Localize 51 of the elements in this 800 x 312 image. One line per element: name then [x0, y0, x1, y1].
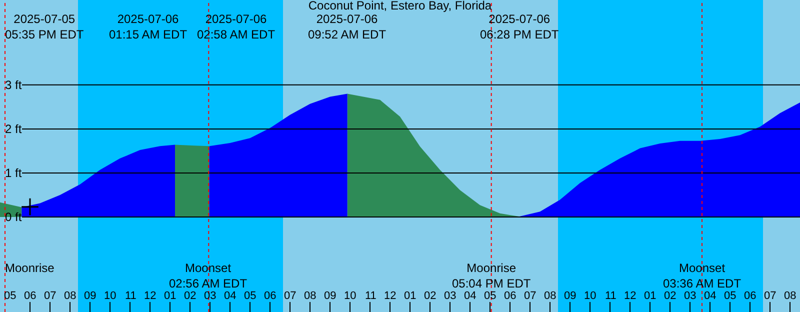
x-tick-label: 05: [4, 290, 16, 302]
x-tick-label: 01: [404, 290, 416, 302]
annotation: 2025-07-06 01:15 AM EDT: [109, 12, 188, 42]
x-tick-label: 06: [264, 290, 276, 302]
y-tick-label: 1 ft: [5, 166, 22, 180]
x-tick-label: 06: [744, 290, 756, 302]
y-tick-label: 2 ft: [5, 122, 22, 136]
x-tick-label: 10: [344, 290, 356, 302]
x-tick-label: 02: [184, 290, 196, 302]
x-tick-label: 02: [664, 290, 676, 302]
x-tick-label: 12: [384, 290, 396, 302]
x-tick-label: 03: [204, 290, 216, 302]
ref-line-label: Moonrise: [5, 261, 55, 275]
x-tick-label: 04: [224, 290, 236, 302]
x-tick-label: 12: [624, 290, 636, 302]
x-tick-label: 08: [544, 290, 556, 302]
x-tick-label: 08: [64, 290, 76, 302]
x-tick-label: 03: [684, 290, 696, 302]
x-tick-label: 09: [564, 290, 576, 302]
x-tick-label: 04: [704, 290, 716, 302]
ref-line-label: Moonrise 05:04 PM EDT: [452, 261, 532, 291]
y-tick-label: 3 ft: [5, 78, 22, 92]
x-tick-label: 05: [484, 290, 496, 302]
x-tick-label: 06: [24, 290, 36, 302]
x-tick-label: 01: [644, 290, 656, 302]
x-tick-label: 05: [724, 290, 736, 302]
ref-line-label: Moonset 02:56 AM EDT: [169, 261, 248, 291]
x-tick-label: 11: [365, 290, 376, 302]
x-tick-label: 10: [584, 290, 596, 302]
x-tick-label: 07: [44, 290, 56, 302]
chart-title: Coconut Point, Estero Bay, Florida: [308, 0, 492, 12]
x-tick-label: 11: [605, 290, 616, 302]
x-tick-label: 07: [524, 290, 536, 302]
x-tick-label: 10: [104, 290, 116, 302]
x-tick-label: 11: [125, 290, 136, 302]
ref-line-label: Moonset 03:36 AM EDT: [663, 261, 742, 291]
annotation: 2025-07-06 02:58 AM EDT: [197, 12, 276, 42]
annotation: 2025-07-06 09:52 AM EDT: [308, 12, 387, 42]
x-tick-label: 07: [284, 290, 296, 302]
x-tick-label: 09: [324, 290, 336, 302]
x-tick-label: 09: [84, 290, 96, 302]
x-tick-label: 06: [504, 290, 516, 302]
x-tick-label: 08: [304, 290, 316, 302]
x-tick-label: 03: [444, 290, 456, 302]
x-tick-label: 01: [164, 290, 176, 302]
x-tick-label: 07: [764, 290, 776, 302]
x-tick-label: 02: [424, 290, 436, 302]
x-tick-label: 08: [784, 290, 796, 302]
x-tick-label: 12: [144, 290, 156, 302]
x-tick-label: 04: [464, 290, 476, 302]
x-tick-label: 05: [244, 290, 256, 302]
